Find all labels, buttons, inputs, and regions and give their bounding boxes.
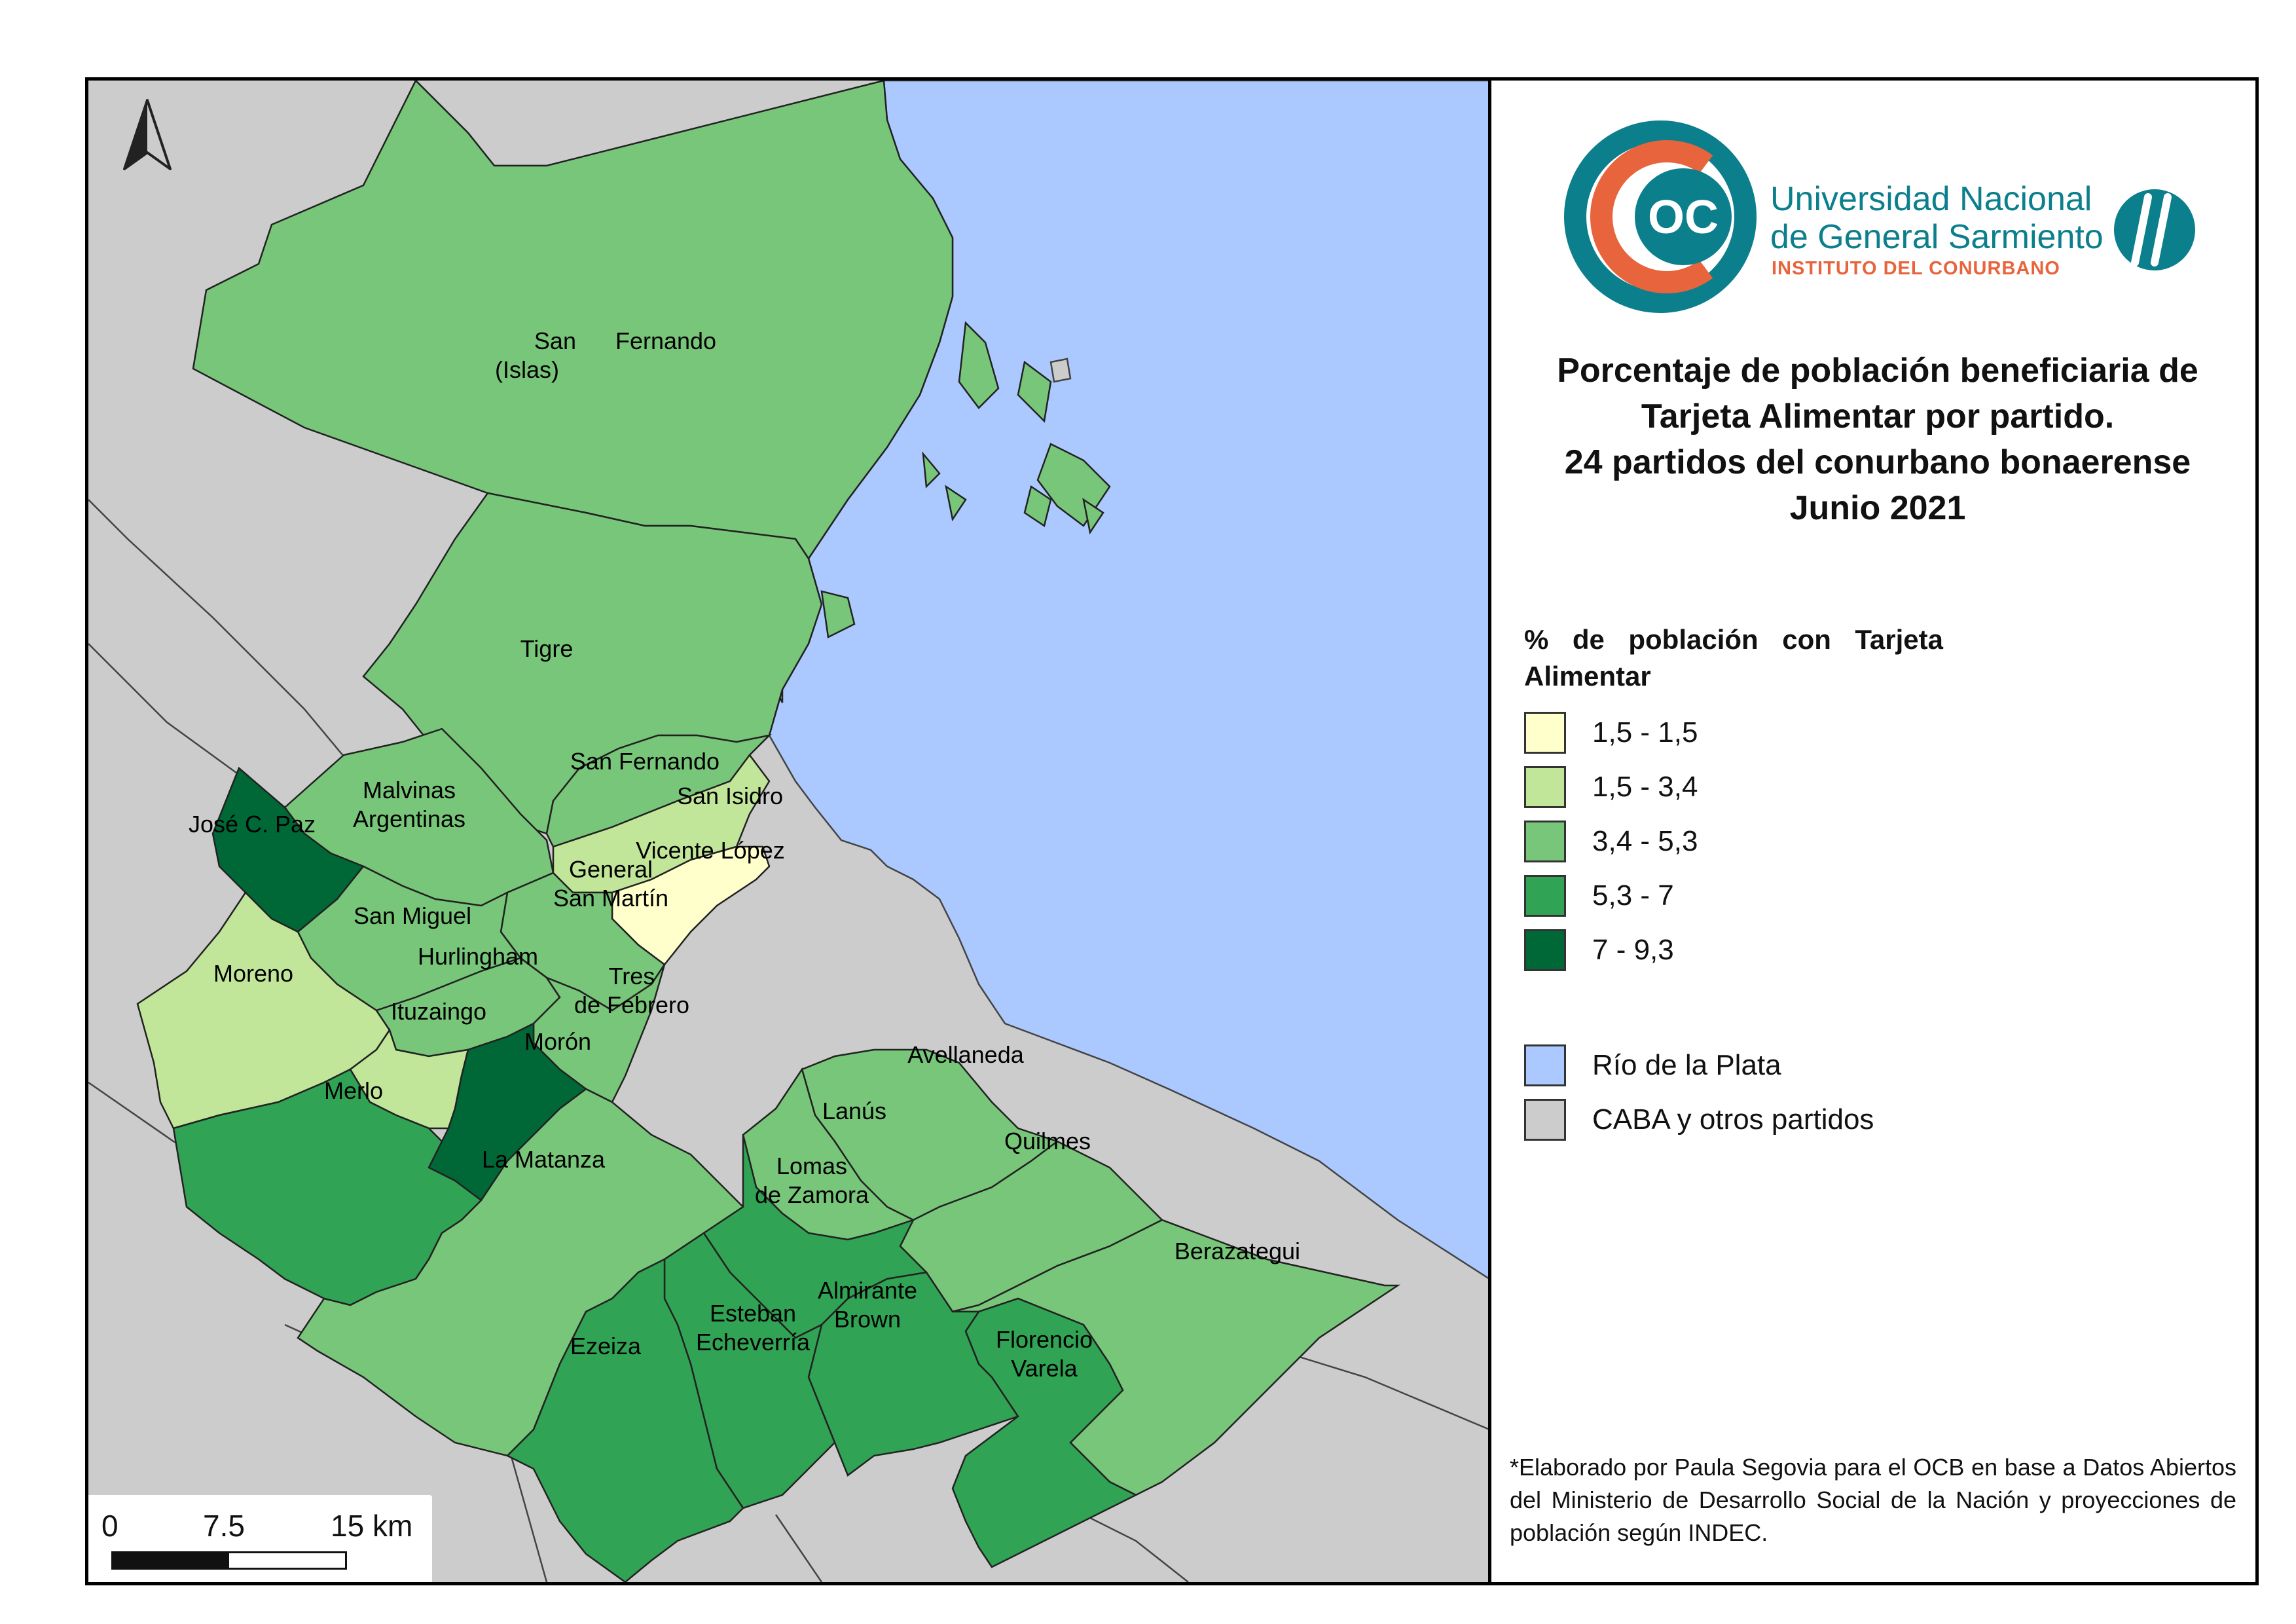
legend-swatch — [1524, 821, 1566, 862]
legend-swatch — [1524, 712, 1566, 754]
scale-tick-mid: 7.5 — [203, 1509, 245, 1543]
map-canvas: San Fernando (Islas) Tigre San Fernando San … — [88, 81, 1489, 1582]
label-lanus: Lanús — [822, 1098, 886, 1124]
label-san-miguel: San Miguel — [354, 902, 471, 929]
legend-item-class-1: 1,5 - 1,5 — [1524, 709, 1698, 756]
partidos-layer — [136, 81, 1401, 1582]
legend-label: 1,5 - 3,4 — [1592, 771, 1698, 803]
scale-bar: 0 7.5 15 km — [88, 1495, 432, 1582]
label-san-fernando-islas: San Fernando (Islas) — [495, 327, 716, 383]
label-jose-c-paz: José C. Paz — [189, 811, 316, 838]
legend-label: 7 - 9,3 — [1592, 934, 1674, 966]
legend-label: 5,3 - 7 — [1592, 879, 1674, 912]
partido-labels: San Fernando (Islas) Tigre San Fernando San … — [189, 327, 1300, 1382]
label-esteban-echeverria: Esteban Echeverría — [696, 1300, 811, 1356]
map-title: Porcentaje de población beneficiaria de … — [1531, 348, 2225, 531]
scale-tick-end: 15 km — [331, 1509, 413, 1543]
label-merlo: Merlo — [324, 1077, 383, 1104]
legend-label: 3,4 - 5,3 — [1592, 825, 1698, 857]
title-line-1: Porcentaje de población beneficiaria de — [1557, 352, 2198, 390]
delta-islands — [735, 321, 1111, 703]
legend-item-class-5: 7 - 9,3 — [1524, 927, 1674, 974]
panel-divider — [1488, 81, 1491, 1582]
legend-swatch — [1524, 1099, 1566, 1141]
north-arrow-icon — [123, 99, 172, 170]
label-moreno: Moreno — [213, 960, 293, 987]
scale-tick-0: 0 — [101, 1509, 118, 1543]
ungs-logo: OC Universidad Nacional de General Sarmi… — [1564, 120, 2195, 313]
legend-swatch — [1524, 929, 1566, 971]
title-line-3: 24 partidos del conurbano bonaerense — [1564, 443, 2191, 481]
legend-panel: OC Universidad Nacional de General Sarmi… — [1491, 81, 2255, 1582]
label-lomas-de-zamora: Lomas de Zamora — [755, 1153, 869, 1208]
legend-item-other: CABA y otros partidos — [1524, 1096, 1874, 1143]
legend-label: 1,5 - 1,5 — [1592, 716, 1698, 748]
title-line-4: Junio 2021 — [1789, 489, 1966, 527]
label-tres-de-febrero: Tres de Febrero — [574, 963, 689, 1018]
logo-line3: INSTITUTO DEL CONURBANO — [1772, 258, 2060, 279]
label-avellaneda: Avellaneda — [907, 1041, 1024, 1068]
partido-ezeiza[interactable] — [505, 1257, 744, 1582]
label-hurlingham: Hurlingham — [418, 943, 538, 970]
label-tigre: Tigre — [520, 635, 574, 662]
label-ituzaingo: Ituzaingo — [391, 998, 486, 1025]
partido-florencio-varela[interactable] — [951, 1297, 1138, 1568]
label-almirante-brown: Almirante Brown — [818, 1277, 917, 1333]
label-malvinas-argentinas: Malvinas Argentinas — [353, 777, 465, 832]
logo-line2: de General Sarmiento — [1770, 218, 2104, 256]
scale-bar-graphic — [111, 1551, 347, 1570]
label-la-matanza: La Matanza — [482, 1146, 606, 1173]
legend-swatch — [1524, 875, 1566, 917]
logo-line1: Universidad Nacional — [1770, 180, 2092, 218]
legend-item-class-4: 5,3 - 7 — [1524, 872, 1674, 919]
credit-note: *Elaborado por Paula Segovia para el OCB… — [1510, 1454, 2236, 1546]
label-florencio-varela: Florencio Varela — [996, 1326, 1093, 1382]
label-quilmes: Quilmes — [1004, 1128, 1091, 1154]
label-moron: Morón — [524, 1028, 591, 1055]
legend-swatch — [1524, 1044, 1566, 1086]
logo-mark: OC — [1648, 191, 1719, 244]
legend-item-class-2: 1,5 - 3,4 — [1524, 764, 1698, 811]
label-ezeiza: Ezeiza — [570, 1333, 642, 1359]
legend-label: Río de la Plata — [1592, 1049, 1781, 1081]
label-san-fernando: San Fernando — [570, 748, 720, 775]
legend-label: CABA y otros partidos — [1592, 1103, 1874, 1135]
grey-island — [1049, 358, 1072, 383]
title-line-2: Tarjeta Alimentar por partido. — [1641, 397, 2115, 435]
label-general-san-martin: General San Martín — [553, 856, 668, 912]
legend-title: % de población con Tarjeta Alimentar — [1524, 624, 1943, 692]
label-san-isidro: San Isidro — [677, 783, 783, 809]
partido-san-fernando-islas[interactable] — [192, 81, 954, 561]
label-berazategui: Berazategui — [1175, 1238, 1300, 1264]
legend-item-river: Río de la Plata — [1524, 1042, 1781, 1089]
legend-item-class-3: 3,4 - 5,3 — [1524, 818, 1698, 865]
label-vicente-lopez: Vicente López — [636, 837, 785, 864]
legend-swatch — [1524, 766, 1566, 808]
map-frame: San Fernando (Islas) Tigre San Fernando San … — [85, 77, 2259, 1585]
